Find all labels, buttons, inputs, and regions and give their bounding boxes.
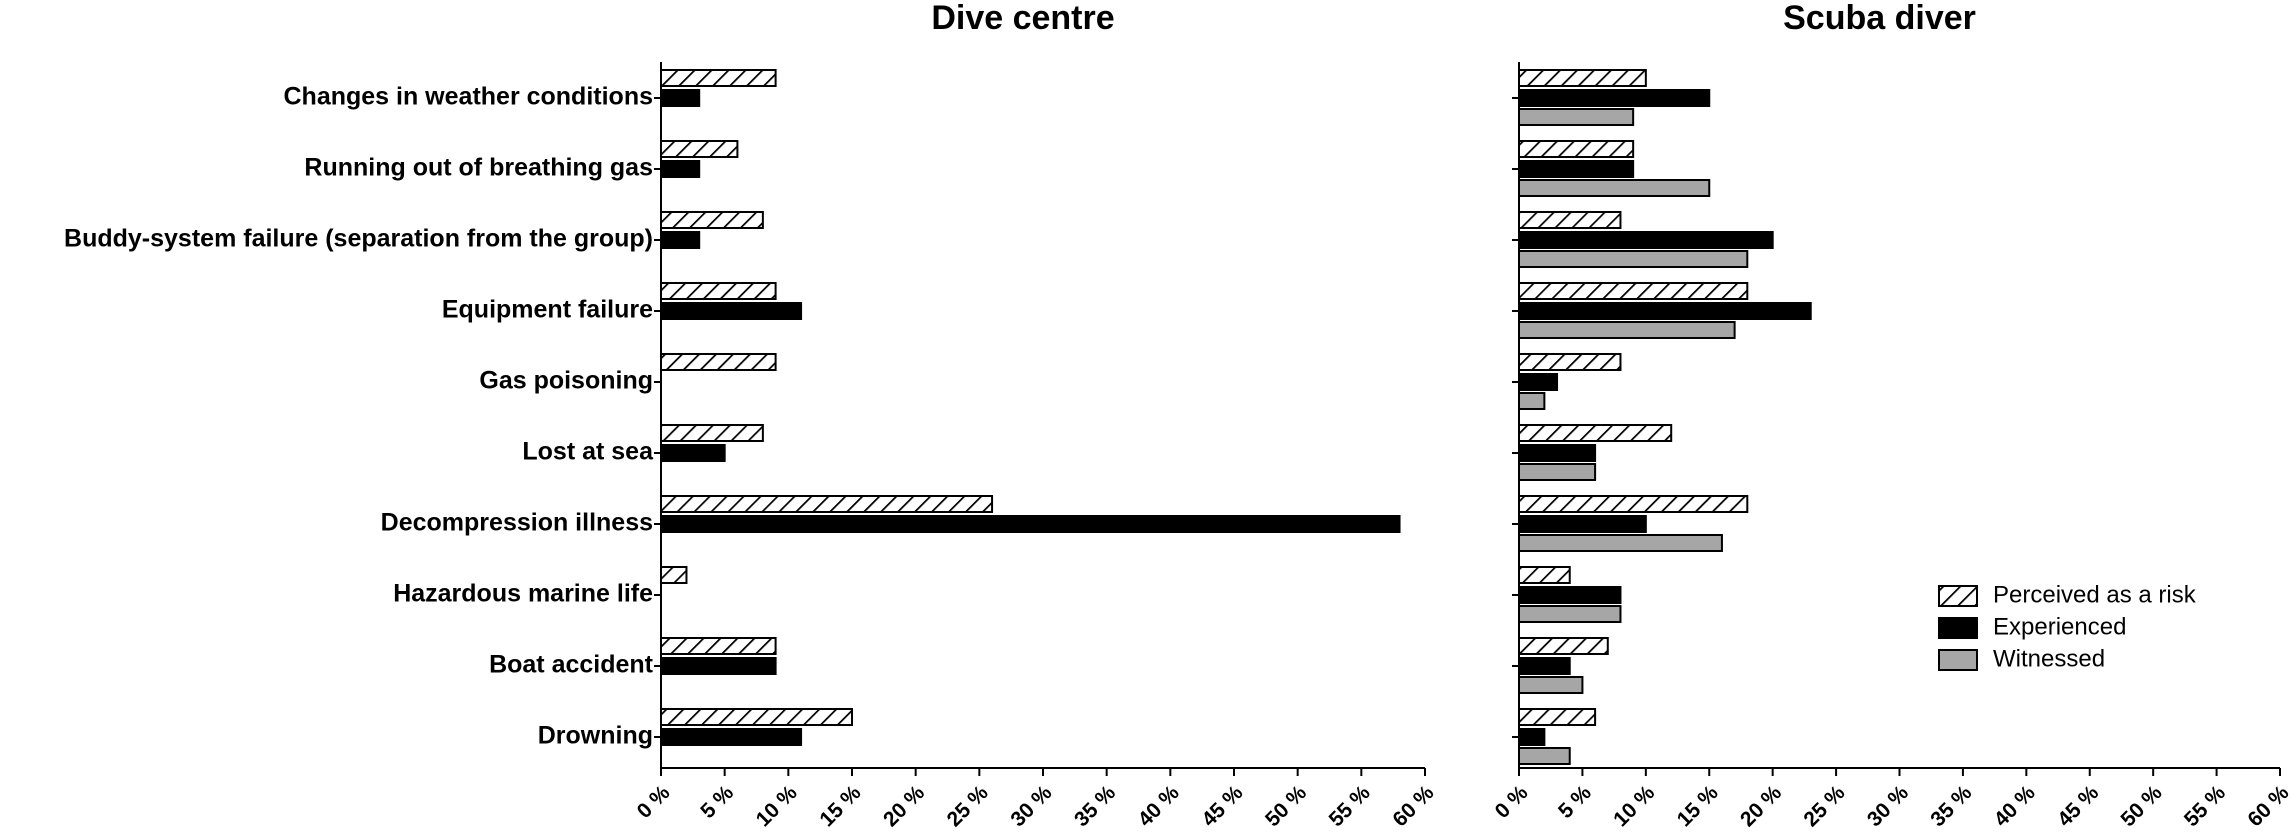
bar: [660, 637, 777, 655]
x-tick-label: 60 %: [1388, 781, 1438, 831]
bar: [1518, 515, 1647, 533]
x-tick-label: 40 %: [1990, 781, 2040, 831]
x-tick-label: 5 %: [1554, 781, 1596, 823]
x-tick-label: 5 %: [696, 781, 738, 823]
bar: [1518, 211, 1622, 229]
legend-swatch: [1938, 585, 1978, 607]
bar: [660, 495, 994, 513]
bar: [1518, 89, 1711, 107]
x-tick-label: 50 %: [1261, 781, 1311, 831]
x-tick-label: 35 %: [1070, 781, 1120, 831]
category-label: Buddy-system failure (separation from th…: [64, 225, 653, 253]
legend-label: Experienced: [1993, 613, 2126, 640]
bar: [660, 89, 701, 107]
bar: [1518, 179, 1711, 197]
bar: [1518, 566, 1571, 584]
bar: [1518, 353, 1622, 371]
bar: [1518, 444, 1597, 462]
x-tick-label: 15 %: [1673, 781, 1723, 831]
chart-title: Scuba diver: [1783, 0, 1976, 37]
x-tick-label: 40 %: [1134, 781, 1184, 831]
bar: [1518, 392, 1546, 410]
chart-title: Dive centre: [931, 0, 1114, 37]
bar: [660, 302, 803, 320]
x-tick-label: 25 %: [943, 781, 993, 831]
bar: [660, 728, 803, 746]
category-label: Drowning: [538, 722, 653, 750]
category-label: Boat accident: [489, 651, 654, 679]
bar: [1518, 282, 1749, 300]
bar: [1518, 747, 1571, 765]
bar: [660, 566, 688, 584]
legend-swatch: [1938, 617, 1978, 639]
x-tick-label: 20 %: [1736, 781, 1786, 831]
bar: [1518, 605, 1622, 623]
x-tick-label: 0 %: [633, 781, 675, 823]
category-label: Running out of breathing gas: [304, 154, 653, 182]
category-label: Lost at sea: [522, 438, 654, 466]
bar: [660, 231, 701, 249]
bar: [1518, 657, 1571, 675]
bar: [1518, 373, 1559, 391]
bar: [660, 211, 764, 229]
x-tick-label: 55 %: [1325, 781, 1375, 831]
x-tick-label: 30 %: [1863, 781, 1913, 831]
bar: [1518, 586, 1622, 604]
x-tick-label: 0 %: [1491, 781, 1533, 823]
bar: [660, 515, 1401, 533]
category-label: Gas poisoning: [479, 367, 653, 395]
legend-label: Witnessed: [1993, 645, 2105, 672]
x-tick-label: 60 %: [2243, 781, 2292, 831]
bar: [660, 657, 777, 675]
x-tick-label: 50 %: [2117, 781, 2167, 831]
x-tick-label: 45 %: [2053, 781, 2103, 831]
bar: [1518, 250, 1749, 268]
bar: [1518, 302, 1812, 320]
category-label: Equipment failure: [442, 296, 653, 324]
bar: [660, 353, 777, 371]
bar: [660, 160, 701, 178]
x-tick-label: 45 %: [1197, 781, 1247, 831]
bar: [1518, 108, 1635, 126]
bar: [1518, 495, 1749, 513]
bar: [1518, 728, 1546, 746]
x-tick-label: 15 %: [815, 781, 865, 831]
bar: [1518, 676, 1584, 694]
bar: [660, 708, 853, 726]
bar: [1518, 463, 1597, 481]
bar: [660, 444, 726, 462]
bar: [660, 424, 764, 442]
category-label: Changes in weather conditions: [284, 83, 654, 111]
x-tick-label: 20 %: [879, 781, 929, 831]
x-tick-label: 55 %: [2180, 781, 2230, 831]
bar: [1518, 637, 1609, 655]
bar: [1518, 534, 1723, 552]
bar: [1518, 231, 1774, 249]
category-label: Hazardous marine life: [393, 580, 653, 608]
bar: [1518, 160, 1635, 178]
category-label: Decompression illness: [381, 509, 653, 537]
x-tick-label: 35 %: [1926, 781, 1976, 831]
bar: [1518, 424, 1673, 442]
x-tick-label: 10 %: [752, 781, 802, 831]
bar: [660, 140, 739, 158]
legend-label: Perceived as a risk: [1993, 581, 2197, 608]
bar: [1518, 140, 1635, 158]
bar: [660, 282, 777, 300]
x-tick-label: 30 %: [1006, 781, 1056, 831]
legend-swatch: [1938, 649, 1978, 671]
bar: [1518, 708, 1597, 726]
x-tick-label: 25 %: [1799, 781, 1849, 831]
bar: [1518, 321, 1736, 339]
bar: [660, 69, 777, 87]
x-tick-label: 10 %: [1609, 781, 1659, 831]
bar: [1518, 69, 1647, 87]
